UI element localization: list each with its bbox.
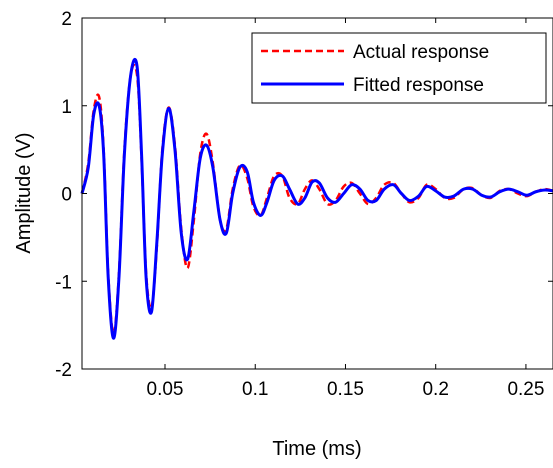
x-tick-label: 0.1 (242, 379, 268, 400)
y-tick-label: -2 (55, 360, 72, 381)
x-tick-label: 0.25 (507, 379, 544, 400)
x-tick-label: 0.2 (422, 379, 448, 400)
y-tick-label: 2 (61, 9, 72, 30)
y-tick-label: -1 (55, 272, 72, 293)
y-axis-label: Amplitude (V) (13, 132, 35, 253)
ticks-layer: 0.05 0.1 0.15 0.2 0.25 -2 -1 0 1 2 (55, 9, 553, 400)
legend-label-actual: Actual response (353, 42, 489, 63)
series-line-fitted-response (80, 57, 553, 340)
legend-label-fitted: Fitted response (353, 75, 484, 96)
y-tick-label: 1 (61, 97, 72, 118)
legend: Actual response Fitted response (251, 32, 547, 104)
x-axis-label: Time (ms) (272, 438, 361, 460)
series-layer (80, 57, 553, 340)
x-tick-label: 0.05 (147, 379, 184, 400)
legend-box (251, 32, 547, 104)
x-tick-label: 0.15 (327, 379, 364, 400)
y-tick-label: 0 (61, 185, 72, 206)
